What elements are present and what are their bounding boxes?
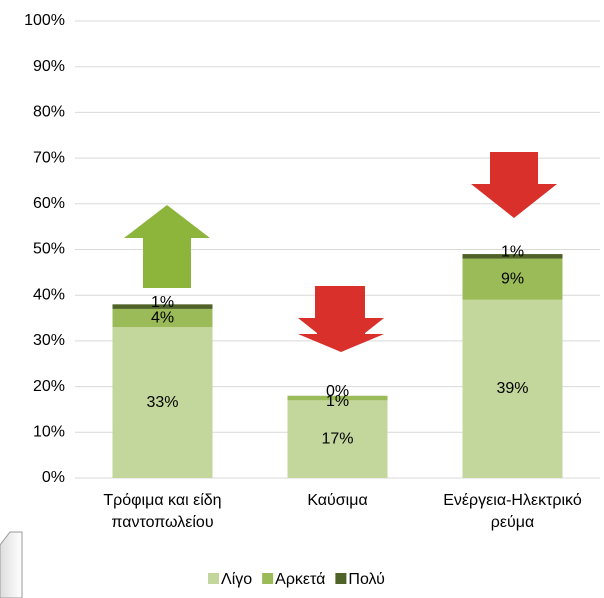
value-label: 1% <box>151 294 174 311</box>
value-label: 4% <box>151 309 174 326</box>
up-arrow <box>124 205 210 288</box>
y-tick-label: 70% <box>33 149 65 166</box>
legend-label: Πολύ <box>348 571 385 588</box>
legend-label: Λίγο <box>221 571 252 588</box>
y-tick-label: 50% <box>33 241 65 258</box>
bar-segment <box>462 299 563 478</box>
bar-segment <box>112 308 213 328</box>
down-arrow <box>298 286 384 352</box>
x-tick-label: Τρόφιμα και είδη παντοπωλείου <box>103 492 222 531</box>
y-tick-label: 80% <box>33 104 65 121</box>
legend-swatch <box>335 573 347 584</box>
bar-segment <box>112 304 213 309</box>
down-arrow <box>471 152 557 218</box>
x-tick-label: Ενέργεια-Ηλεκτρικό ρεύμα <box>443 492 582 531</box>
y-tick-label: 60% <box>33 195 65 212</box>
y-tick-label: 100% <box>24 12 65 29</box>
legend-swatch <box>262 573 274 584</box>
bar-segment <box>462 254 563 259</box>
value-label: 33% <box>146 394 178 411</box>
y-tick-label: 20% <box>33 378 65 395</box>
legend-swatch <box>208 573 219 584</box>
bar-segment <box>287 395 388 401</box>
y-tick-label: 40% <box>33 286 65 303</box>
value-label: 9% <box>501 270 524 287</box>
y-tick-label: 0% <box>42 469 65 486</box>
y-tick-label: 10% <box>33 424 65 441</box>
value-label: 1% <box>501 244 524 261</box>
decor-box <box>0 531 23 598</box>
value-label: 17% <box>321 430 353 447</box>
value-label: 0% <box>326 383 349 400</box>
value-label: 39% <box>496 380 528 397</box>
value-label: 1% <box>326 393 349 410</box>
legend-label: Αρκετά <box>275 571 325 588</box>
bar-segment <box>112 327 213 478</box>
bar-segment <box>462 258 563 300</box>
y-tick-label: 90% <box>33 58 65 75</box>
y-tick-label: 30% <box>33 332 65 349</box>
x-tick-label: Καύσιμα <box>307 492 368 509</box>
bar-segment <box>287 400 388 478</box>
